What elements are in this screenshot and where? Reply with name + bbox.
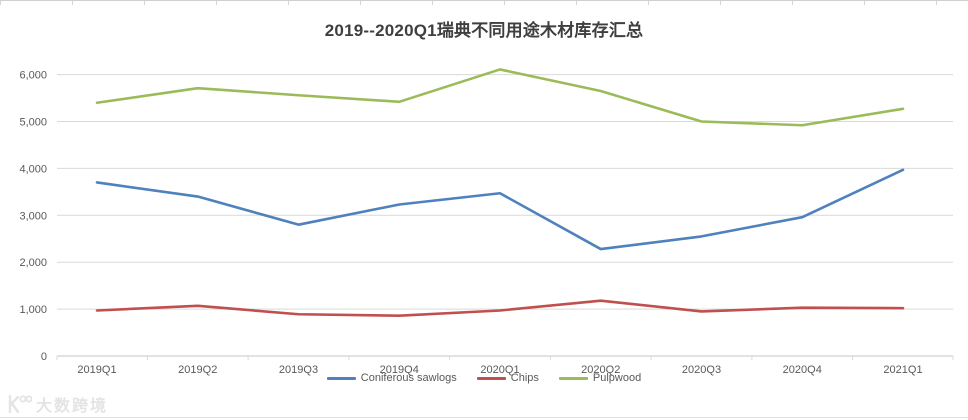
legend-item-chips: Chips: [476, 372, 539, 384]
legend-label: Chips: [510, 372, 539, 384]
coniferous-sawlogs-line-swatch-icon: [326, 376, 356, 380]
y-axis-tick-label: 4,000: [19, 163, 47, 175]
x-axis-category-label: 2019Q4: [380, 364, 419, 376]
y-axis-tick-label: 6,000: [19, 70, 47, 82]
y-axis-tick-label: 2,000: [19, 257, 47, 269]
series-line-chips: [95, 299, 905, 317]
y-axis-tick-label: 3,000: [19, 210, 47, 222]
x-axis-category-label: 2020Q1: [480, 364, 519, 376]
series-line-coniferous-sawlogs: [95, 168, 905, 251]
x-axis-category-label: 2019Q3: [279, 364, 318, 376]
plot-area: 0 1,000 2,000 3,000 4,000 5,000 6,000 2019Q1 201…: [0, 42, 968, 378]
chips-line-swatch-icon: [476, 376, 506, 380]
x-axis-category-label: 2019Q2: [178, 364, 217, 376]
x-axis-category-label: 2020Q2: [581, 364, 620, 376]
y-axis-tick-label: 1,000: [19, 304, 47, 316]
chart-legend: Coniferous sawlogs Chips Pulpwood: [0, 372, 968, 384]
watermark-text: 大数跨境: [36, 398, 109, 415]
watermark-logo-icon: [8, 394, 32, 414]
x-axis-category-label: 2020Q3: [682, 364, 721, 376]
watermark: 大数跨境: [6, 392, 108, 416]
x-axis-category-label: 2020Q4: [783, 364, 822, 376]
legend-label: Pulpwood: [592, 372, 642, 384]
y-axis-tick-label: 0: [41, 351, 47, 363]
series-line-pulpwood: [95, 68, 905, 127]
line-chart: 0 1,000 2,000 3,000 4,000 5,000 6,000 2019Q1 201…: [19, 68, 954, 376]
chart-title: 2019--2020Q1瑞典不同用途木材库存汇总: [324, 20, 644, 40]
x-axis-category-label: 2021Q1: [883, 364, 922, 376]
pulpwood-line-swatch-icon: [558, 376, 588, 380]
y-axis-tick-label: 5,000: [19, 117, 47, 129]
legend-item-pulpwood: Pulpwood: [558, 372, 642, 384]
legend-label: Coniferous sawlogs: [360, 372, 457, 384]
legend-item-coniferous-sawlogs: Coniferous sawlogs: [326, 372, 457, 384]
x-axis-category-label: 2019Q1: [77, 364, 116, 376]
worksheet-top-gridline: [0, 0, 968, 7]
worksheet-bottom-gridline: [0, 417, 968, 420]
